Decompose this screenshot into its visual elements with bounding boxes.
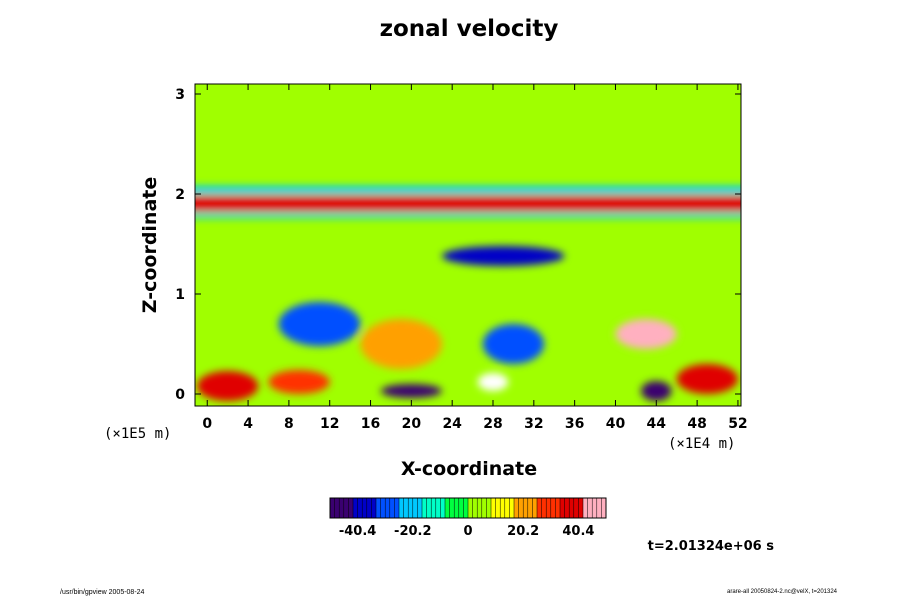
colorbar-segment (422, 498, 446, 518)
colorbar-segment (537, 498, 561, 518)
y-tick-label: 2 (175, 187, 185, 203)
field-background (195, 84, 741, 406)
colorbar-tick-label: -20.2 (394, 524, 431, 539)
footer-command: /usr/bin/gpview 2005-08-24 (60, 589, 145, 596)
colorbar-segment (330, 498, 354, 518)
x-tick-label: 28 (483, 416, 502, 432)
velocity-band-1 (195, 186, 741, 194)
x-tick-label: 0 (202, 416, 212, 432)
footer-source: arare-all 20050824-2.nc@velX, t=201324 (727, 589, 837, 595)
x-tick-label: 40 (606, 416, 626, 432)
colorbar-segment (376, 498, 400, 518)
colorbar-segment (468, 498, 492, 518)
colorbar-tick-label: 40.4 (562, 524, 594, 539)
colorbar: -40.4 -20.2 0 20.2 40.4 (329, 497, 607, 539)
velocity-cell-10 (197, 371, 259, 401)
velocity-field (195, 84, 741, 406)
colorbar-segment (560, 498, 584, 518)
colorbar-tick-label: 20.2 (507, 524, 539, 539)
x-tick-label: 20 (402, 416, 422, 432)
colorbar-tick-label: -40.4 (339, 524, 376, 539)
time-stamp: t=2.01324e+06 s (647, 539, 774, 554)
x-tick-label: 44 (647, 416, 667, 432)
y-axis: 0 1 2 3 (175, 87, 741, 403)
plot-frame (194, 83, 742, 407)
colorbar-segment (445, 498, 469, 518)
y-unit-note: (×1E5 m) (104, 426, 172, 442)
velocity-cell-3 (441, 246, 565, 266)
velocity-band-0 (195, 196, 741, 211)
velocity-cell-6 (615, 319, 677, 349)
velocity-cell-11 (268, 370, 330, 394)
colorbar-segment (353, 498, 377, 518)
velocity-cell-5 (477, 373, 509, 391)
colorbar-tick-label: 0 (463, 524, 472, 539)
chart-title: zonal velocity (379, 16, 559, 42)
colorbar-segment (399, 498, 423, 518)
x-tick-label: 36 (565, 416, 584, 432)
x-tick-label: 48 (687, 416, 706, 432)
velocity-band-2 (195, 213, 741, 218)
x-tick-label: 32 (524, 416, 543, 432)
x-unit-note: (×1E4 m) (668, 436, 736, 452)
x-tick-label: 4 (243, 416, 253, 432)
x-tick-label: 12 (320, 416, 339, 432)
velocity-cell-13 (482, 324, 545, 364)
x-axis: 0 4 8 12 16 20 24 28 32 36 40 44 48 52 (202, 84, 748, 432)
colorbar-segment (491, 498, 515, 518)
colorbar-segment (583, 498, 607, 518)
velocity-cell-12 (676, 364, 738, 394)
x-tick-label: 16 (361, 416, 380, 432)
y-tick-label: 1 (175, 287, 185, 303)
y-tick-label: 3 (175, 87, 185, 103)
velocity-cell-8 (278, 302, 361, 346)
colorbar-frame (329, 497, 607, 519)
velocity-cell-9 (360, 319, 442, 369)
x-tick-label: 52 (728, 416, 747, 432)
y-axis-label: Z-coordinate (139, 176, 161, 314)
y-tick-label: 0 (175, 387, 185, 403)
x-tick-label: 24 (442, 416, 462, 432)
velocity-cell-7 (640, 381, 672, 401)
x-axis-label: X-coordinate (400, 458, 538, 480)
velocity-cell-4 (380, 384, 442, 398)
colorbar-segment (514, 498, 538, 518)
x-tick-label: 8 (284, 416, 294, 432)
